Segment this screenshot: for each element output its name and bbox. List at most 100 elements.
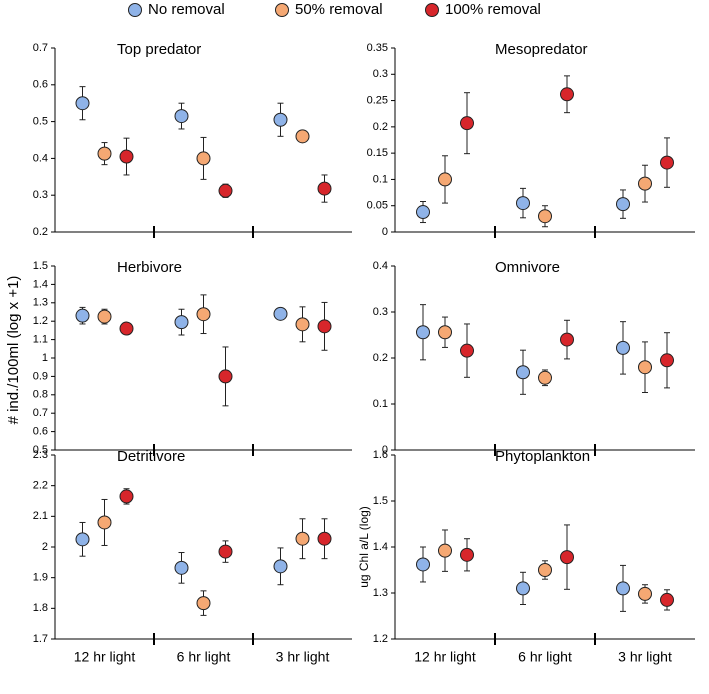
x-tick-label: 6 hr light [518,649,572,665]
y-tick-label: 2.3 [33,449,48,461]
y-tick-label: 1.5 [373,495,388,507]
data-point [218,183,233,198]
y-tick-label: 0.5 [33,116,48,128]
data-point [638,586,652,601]
data-point [416,205,430,220]
panel-title: Omnivore [495,259,560,276]
panel-title: Herbivore [117,259,182,276]
data-point [560,332,574,347]
y-tick-label: 0.8 [33,389,48,401]
data-point [75,532,90,547]
y-tick-label: 1.2 [373,633,388,645]
data-point [416,557,430,572]
data-point [273,306,288,321]
data-point [317,531,332,546]
data-point [119,489,134,504]
legend-marker [128,3,142,17]
data-point [75,96,90,111]
data-point [317,181,332,196]
data-point [538,563,552,577]
data-point [660,592,674,607]
legend-label: 50% removal [295,1,383,18]
x-tick-label: 12 hr light [74,649,136,665]
data-point [538,209,552,224]
data-point [538,370,552,385]
y-tick-label: 0.4 [373,260,388,272]
y-tick-label: 2.1 [33,510,48,522]
y-tick-label: 0.15 [367,147,388,159]
data-point [438,543,452,558]
legend-label: No removal [148,1,225,18]
data-point [460,343,474,358]
data-point [638,360,652,375]
y-tick-label: 2.2 [33,480,48,492]
data-point [295,531,310,546]
y-tick-label: 1.3 [373,587,388,599]
y-tick-label: 1 [42,352,48,364]
data-point [295,129,310,144]
y-tick-label: 0.05 [367,200,388,212]
y-tick-label: 0.2 [373,352,388,364]
data-point [638,176,652,191]
data-point [97,515,112,530]
data-point [218,544,233,559]
data-point [616,581,630,596]
legend-marker [275,3,289,17]
y-tick-label: 1.3 [33,297,48,309]
y-tick-label: 0.5 [33,444,48,456]
data-point [460,547,474,562]
panel-title: Phytoplankton [495,448,590,465]
panel-title: Detritivore [117,448,185,465]
x-tick-label: 6 hr light [177,649,231,665]
y-tick-label: 1.4 [33,278,48,290]
y-tick-label: 1.5 [33,260,48,272]
data-point [438,172,452,187]
y-tick-label: 0.2 [373,121,388,133]
data-point [516,196,530,211]
data-point [616,197,630,212]
data-point [516,365,530,380]
y-tick-label: 1.7 [33,633,48,645]
y-tick-label: 1.8 [33,602,48,614]
data-point [174,315,189,330]
y-tick-label: 1.4 [373,541,388,553]
data-point [75,308,90,323]
y-tick-label: 1.9 [33,572,48,584]
y-tick-label: 0.9 [33,370,48,382]
y-tick-label: 0.6 [33,426,48,438]
data-point [560,87,574,102]
y-tick-label: 0 [382,226,388,238]
legend-marker [425,3,439,17]
data-point [438,325,452,340]
data-point [174,109,189,124]
panel-title: Mesopredator [495,41,588,58]
data-point [317,319,332,334]
y-axis-label: # ind./100ml (log x +1) [5,276,22,425]
data-point [97,309,112,324]
data-point [660,155,674,170]
y-tick-label: 0.3 [373,306,388,318]
data-point [119,321,134,336]
y-tick-label: 0.1 [373,398,388,410]
y-tick-label: 0.4 [33,152,48,164]
y-tick-label: 0.35 [367,42,388,54]
y-tick-label: 0.3 [33,189,48,201]
y-tick-label: 0.6 [33,79,48,91]
x-tick-label: 12 hr light [414,649,476,665]
y-tick-label: 0.2 [33,226,48,238]
y-tick-label: 2 [42,541,48,553]
data-point [416,325,430,340]
data-point [616,340,630,355]
y-tick-label: 0.7 [33,407,48,419]
y-tick-label: 0.25 [367,94,388,106]
data-point [97,146,112,161]
x-tick-label: 3 hr light [276,649,330,665]
data-point [273,112,288,127]
y-tick-label: 0.3 [373,68,388,80]
y-axis-label: ug Chl a/L (log) [357,506,371,588]
data-point [273,559,288,574]
data-point [119,149,134,164]
data-point [196,596,211,611]
y-tick-label: 0.7 [33,42,48,54]
